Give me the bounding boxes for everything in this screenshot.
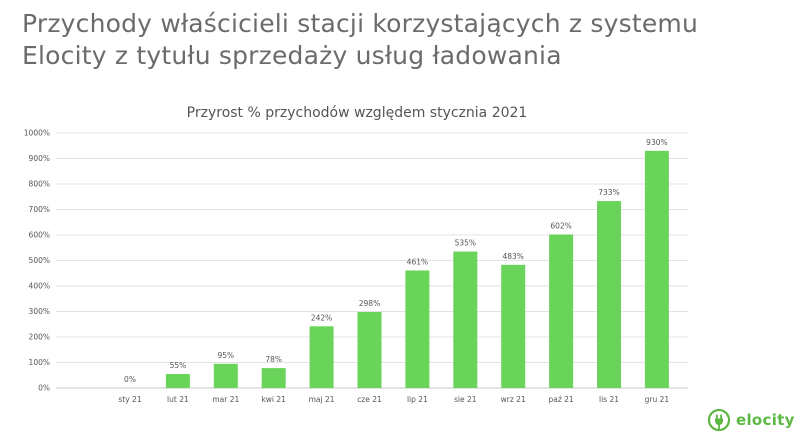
slide-title-line-2: Elocity z tytułu sprzedaży usług ładowan…: [22, 41, 562, 70]
chart-gridlines: [56, 132, 688, 389]
x-axis-ticks: sty 21 lut 21 mar 21 kwi 21 maj 21 cze 21 lip …: [118, 395, 669, 404]
chart-title: Przyrost % przychodów względem stycznia …: [187, 105, 528, 121]
y-tick-label: 700%: [29, 205, 50, 214]
y-tick-label: 900%: [29, 154, 50, 163]
x-tick-label: cze 21: [357, 395, 382, 404]
y-tick-label: 300%: [29, 307, 50, 316]
x-tick-label: mar 21: [212, 395, 239, 404]
bar: [261, 368, 286, 388]
y-tick-label: 400%: [29, 282, 50, 291]
elocity-logo: elocity: [707, 408, 795, 432]
bar: [597, 201, 621, 388]
x-tick-label: sty 21: [118, 395, 141, 404]
data-label: 483%: [502, 252, 523, 261]
bar: [549, 234, 574, 388]
data-label: 55%: [170, 361, 187, 370]
bar: [309, 326, 334, 388]
x-tick-label: maj 21: [309, 395, 335, 404]
data-label: 242%: [311, 313, 332, 322]
y-tick-label: 1000%: [24, 129, 50, 138]
chart-bars: [165, 150, 669, 388]
x-tick-label: gru 21: [645, 395, 670, 404]
data-label: 461%: [407, 257, 428, 266]
bar: [644, 150, 669, 388]
data-labels: 0% 55% 95% 78% 242% 298% 461% 535% 483% 602% 733% 9…: [124, 138, 668, 384]
bar: [213, 363, 238, 388]
data-label: 602%: [550, 221, 571, 230]
data-label: 930%: [646, 138, 667, 147]
data-label: 733%: [598, 188, 619, 197]
slide-title-line-1: Przychody właścicieli stacji korzystając…: [22, 9, 699, 38]
x-tick-label: paź 21: [548, 395, 573, 404]
y-tick-label: 100%: [29, 358, 50, 367]
bar: [357, 312, 382, 388]
y-tick-label: 0%: [38, 384, 50, 393]
bar: [165, 373, 190, 388]
x-tick-label: lip 21: [407, 395, 428, 404]
x-tick-label: wrz 21: [501, 395, 526, 404]
bar: [405, 270, 430, 388]
data-label: 95%: [217, 351, 234, 360]
data-label: 298%: [359, 299, 380, 308]
plug-icon: [707, 408, 731, 432]
slide-title: Przychody właścicieli stacji korzystając…: [22, 8, 762, 72]
bar: [453, 251, 478, 388]
y-tick-label: 200%: [29, 333, 50, 342]
data-label: 0%: [124, 375, 136, 384]
y-tick-label: 600%: [29, 231, 50, 240]
x-tick-label: lis 21: [599, 395, 619, 404]
x-tick-label: sie 21: [454, 395, 477, 404]
logo-text: elocity: [736, 411, 795, 429]
y-tick-label: 800%: [29, 180, 50, 189]
bar: [501, 264, 526, 388]
y-axis-ticks: 0% 100% 200% 300% 400% 500% 600% 700% 800% 900% 10…: [24, 129, 50, 393]
y-tick-label: 500%: [29, 256, 50, 265]
x-tick-label: lut 21: [167, 395, 189, 404]
data-label: 78%: [265, 355, 282, 364]
data-label: 535%: [455, 239, 476, 248]
x-tick-label: kwi 21: [261, 395, 286, 404]
